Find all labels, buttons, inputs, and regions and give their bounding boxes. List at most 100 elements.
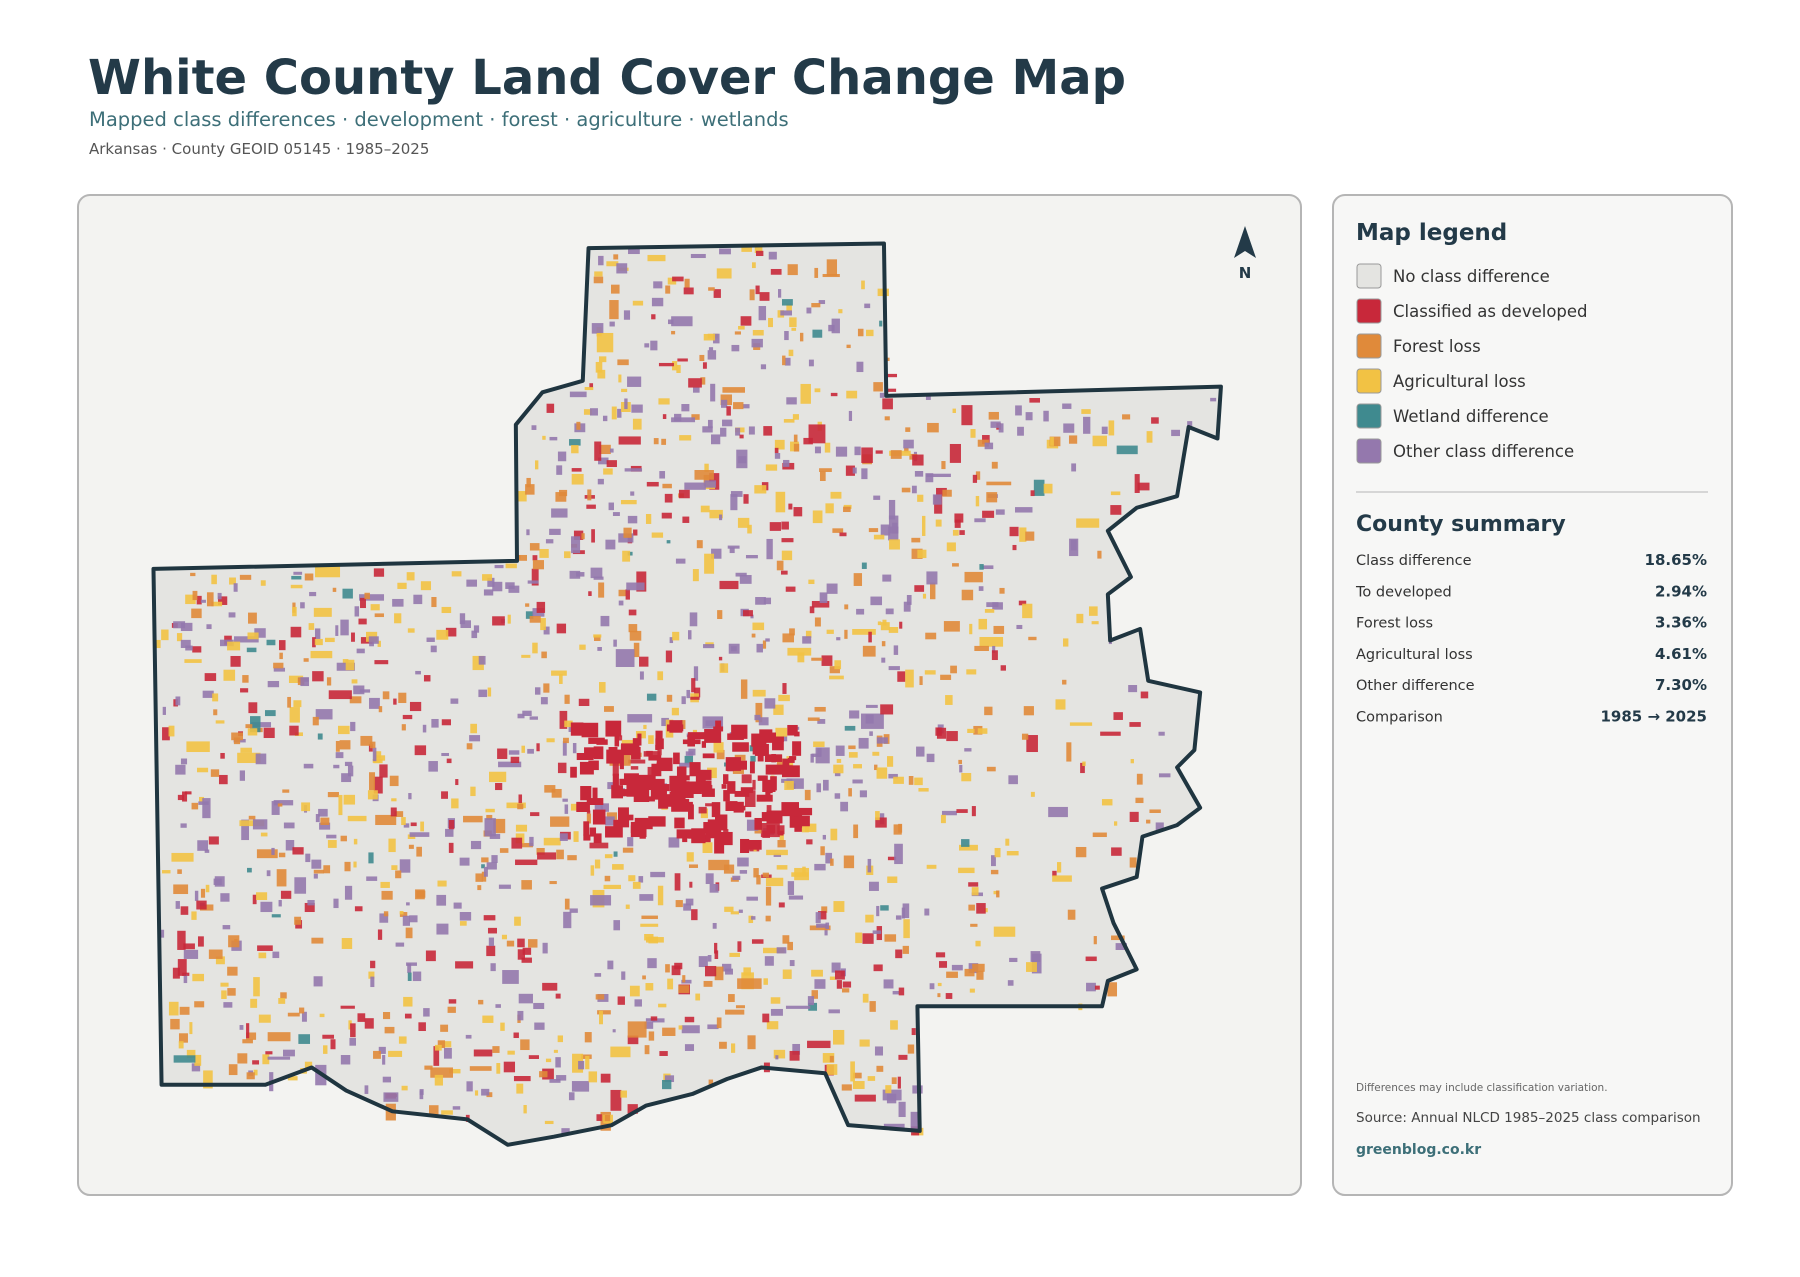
change-patch [595,994,605,1000]
change-patch [888,666,900,671]
change-patch [487,927,497,934]
change-patch [353,685,365,695]
change-patch [994,847,1001,858]
change-patch [559,489,568,497]
change-patch [508,750,520,755]
developed-patch [721,784,727,789]
change-patch [722,963,732,972]
change-patch [313,976,323,987]
developed-patch [632,738,640,752]
change-patch [600,615,610,627]
change-patch [819,468,832,472]
change-patch [821,906,828,913]
change-patch [801,822,809,833]
change-patch [550,816,570,827]
change-patch [551,508,568,518]
change-patch [791,327,797,331]
change-patch [764,698,776,709]
change-patch [431,718,439,728]
change-patch [760,364,767,370]
summary-label: Agricultural loss [1356,647,1473,663]
change-patch [642,975,646,980]
change-patch [793,434,798,443]
change-patch [707,1024,719,1030]
change-patch [926,864,937,869]
developed-patch [682,837,688,843]
change-patch [639,671,644,680]
change-patch [307,900,315,906]
change-patch [518,794,523,804]
change-patch [1063,423,1075,433]
change-patch [903,439,914,449]
change-patch [1107,982,1118,997]
change-patch [486,814,493,820]
change-patch [481,857,489,863]
change-patch [571,473,584,485]
developed-patch [655,738,664,750]
change-patch [569,908,578,913]
change-patch [256,892,268,901]
change-patch [419,1090,424,1100]
change-patch [511,837,523,849]
change-patch [497,748,508,759]
change-patch [775,727,788,737]
change-patch [210,769,220,777]
change-patch [517,491,527,502]
change-patch [738,325,745,330]
change-patch [773,704,784,715]
developed-patch [782,758,790,771]
change-patch [977,439,989,447]
map [151,241,1223,1147]
change-patch [828,324,835,332]
change-patch [925,632,937,640]
change-patch [816,923,828,928]
change-patch [1030,951,1041,962]
change-patch [651,314,656,320]
change-patch [659,471,666,479]
change-patch [976,903,986,914]
change-patch [1008,775,1018,785]
change-patch [804,789,811,801]
change-patch [267,1032,291,1042]
change-patch [418,1022,426,1032]
change-patch [758,306,767,321]
change-patch [704,553,715,574]
change-patch [525,611,534,619]
change-patch [585,1055,590,1070]
change-patch [309,591,317,597]
change-patch [516,1083,524,1094]
change-patch [197,840,209,851]
change-patch [766,805,772,812]
developed-patch [759,729,773,739]
change-patch [1111,847,1122,856]
change-patch [276,869,287,887]
footnote: Differences may include classification v… [1356,1082,1608,1094]
change-patch [866,329,874,337]
change-patch [993,625,1005,634]
change-patch [888,773,898,779]
change-patch [996,890,1000,898]
change-patch [968,904,975,911]
change-patch [628,875,636,882]
change-patch [374,755,386,761]
change-patch [739,575,752,584]
change-patch [399,912,408,917]
change-patch [884,416,890,421]
change-patch [258,952,267,959]
change-patch [617,408,622,418]
change-patch [423,675,431,682]
change-patch [597,369,606,379]
change-patch [788,895,804,900]
change-patch [609,300,619,320]
change-patch [420,581,432,591]
change-patch [730,491,743,497]
change-patch [518,993,533,1004]
change-patch [1080,762,1085,774]
change-patch [818,300,826,305]
change-patch [986,766,996,772]
change-patch [907,1044,915,1054]
change-patch [678,489,690,499]
change-patch [534,1022,545,1030]
change-patch [752,779,756,790]
